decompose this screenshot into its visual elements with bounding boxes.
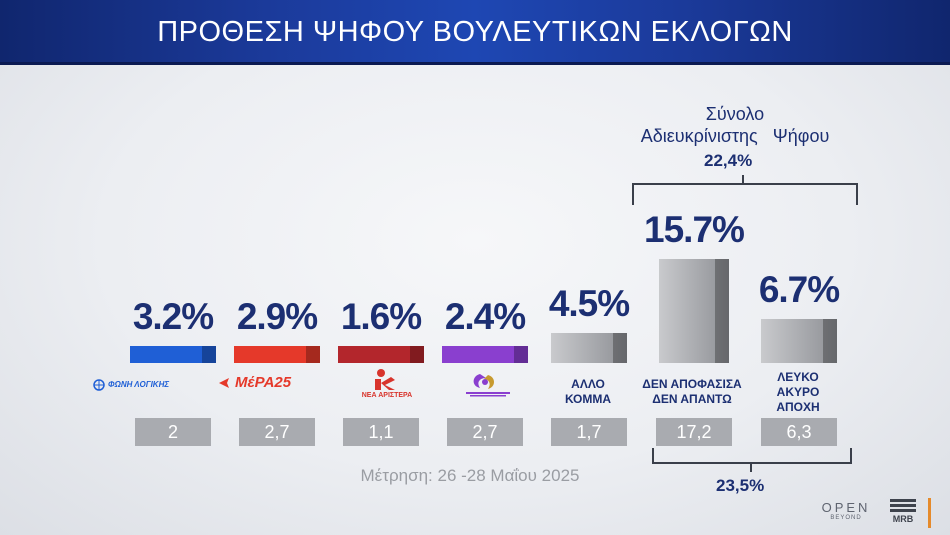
lefko-akyro-name: ΛΕΥΚΟ ΑΚΥΡΟ ΑΠΟΧΗ [733,370,863,415]
mrb-wordmark: MRB [892,514,914,524]
bar-value-label-7: 6.7% [758,268,840,310]
bar-shade [715,259,729,363]
bar-4 [442,346,528,363]
fourth-party-emblem-icon [466,374,510,397]
open-logo: OPEN BEYOND [818,500,874,521]
den-line2: ΔΕΝ ΑΠΑΝΤΩ [652,392,732,406]
bar-3 [338,346,424,363]
accent-divider [928,498,931,528]
bar-shade [410,346,424,363]
bar-shade [613,333,627,363]
previous-value-box-1: 2 [135,418,211,446]
mera25-logo: ΜέΡΑ25 [218,373,318,393]
undecided-current: 22,4% [704,151,753,170]
title-bar: ΠΡΟΘΕΣΗ ΨΗΦΟΥ ΒΟΥΛΕΥΤΙΚΩΝ ΕΚΛΟΓΩΝ [0,0,950,65]
mrb-logo: MRB [888,498,918,526]
allo-line2: ΚΟΜΜΑ [564,392,612,406]
globe-icon [93,379,105,391]
mrb-stripes-icon [890,499,916,512]
previous-value-box-2: 2,7 [239,418,315,446]
bar-7 [761,318,837,363]
bar-shade [202,346,216,363]
bar-2 [234,346,320,363]
bar-shade [514,346,528,363]
allo-komma-name: ΑΛΛΟ ΚΟΜΜΑ [523,377,653,407]
chart-title: ΠΡΟΘΕΣΗ ΨΗΦΟΥ ΒΟΥΛΕΥΤΙΚΩΝ ΕΚΛΟΓΩΝ [157,16,793,48]
survey-date: Μέτρηση: 26 -28 Μαΐου 2025 [360,466,580,485]
den-apofasisa-name: ΔΕΝ ΑΠΟΦΑΣΙΣΑ ΔΕΝ ΑΠΑΝΤΩ [627,377,757,407]
bottom-bracket [652,448,852,464]
top-bracket-tick [742,175,744,183]
undecided-previous: 23,5% [716,476,765,495]
nea-aristera-mark-icon [375,369,395,390]
foni-logikis-name: ΦΩΝΗ ΛΟΓΙΚΗΣ [108,380,170,389]
previous-value-box-3: 1,1 [343,418,419,446]
lefko-line2: ΑΚΥΡΟ [776,385,820,399]
bar-shade [306,346,320,363]
den-line1: ΔΕΝ ΑΠΟΦΑΣΙΣΑ [642,377,742,391]
beyond-wordmark: BEYOND [830,515,862,521]
previous-value-box-5: 1,7 [551,418,627,446]
nea-aristera-name: ΝΕΑ ΑΡΙΣΤΕΡΑ [361,392,413,399]
bar-value-label-1: 3.2% [132,296,214,337]
bar-5 [551,333,627,363]
previous-value-box-4: 2,7 [447,418,523,446]
foni-logikis-logo: ΦΩΝΗ ΛΟΓΙΚΗΣ [92,378,204,392]
bar-6 [659,259,729,363]
bar-1 [130,346,216,363]
mera25-name: ΜέΡΑ25 [235,374,292,391]
fourth-party-logo [458,370,518,398]
bar-value-label-4: 2.4% [444,296,526,337]
bar-value-label-6: 15.7% [644,209,745,251]
undecided-heading: Σύνολο Αδιευκρίνιστης Ψήφου [600,103,870,147]
undecided-line1: Σύνολο [705,104,765,124]
bar-value-label-5: 4.5% [548,283,630,325]
nea-aristera-logo: ΝΕΑ ΑΡΙΣΤΕΡΑ [335,368,439,402]
undecided-line2: Αδιευκρίνιστης Ψήφου [640,126,830,146]
previous-value-box-6: 17,2 [656,418,732,446]
bottom-bracket-tick [750,464,752,472]
bar-value-label-2: 2.9% [236,296,318,337]
top-bracket [632,183,858,205]
arrow-icon [219,378,229,388]
open-wordmark: OPEN [821,500,871,515]
allo-line1: ΑΛΛΟ [571,377,605,391]
lefko-line1: ΛΕΥΚΟ [777,370,819,384]
previous-value-box-7: 6,3 [761,418,837,446]
bar-shade [823,318,837,363]
bar-value-label-3: 1.6% [340,296,422,337]
lefko-line3: ΑΠΟΧΗ [776,400,820,414]
